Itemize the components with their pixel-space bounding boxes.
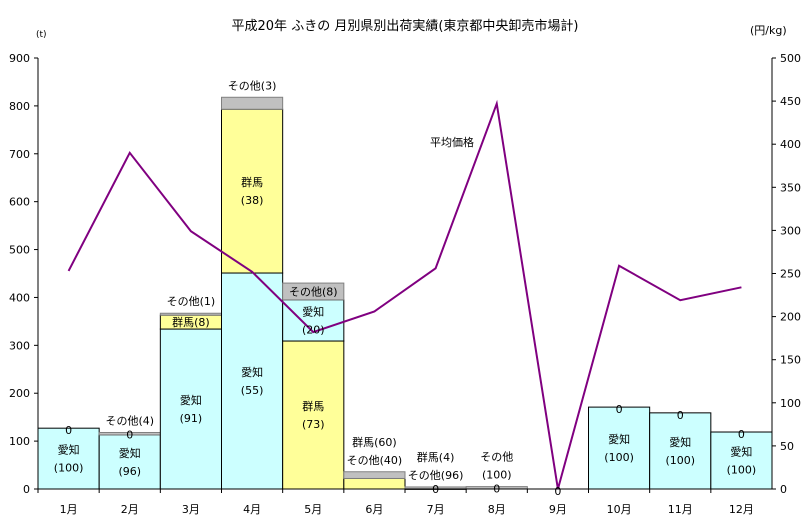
data-label: (38) (241, 194, 264, 207)
data-label: 愛知 (608, 432, 630, 446)
zero-label: 0 (738, 428, 745, 441)
x-tick-label: 8月 (488, 503, 506, 516)
x-tick-label: 6月 (365, 503, 383, 516)
y-tick-label: 500 (9, 244, 30, 257)
x-tick-label: 10月 (607, 503, 632, 516)
bar-愛知 (160, 329, 221, 489)
zero-label: 0 (126, 428, 133, 441)
y2-tick-label: 400 (780, 138, 801, 151)
zero-label: 0 (616, 403, 623, 416)
y-tick-label: 400 (9, 291, 30, 304)
data-label: その他 (480, 451, 513, 464)
x-tick-label: 1月 (60, 503, 78, 516)
y-tick-label: 600 (9, 196, 30, 209)
y-tick-label: 800 (9, 100, 30, 113)
y2-tick-label: 450 (780, 95, 801, 108)
y-tick-label: 100 (9, 435, 30, 448)
y-axis-unit: (t) (36, 30, 47, 40)
bar-愛知 (589, 407, 650, 489)
y-tick-label: 900 (9, 52, 30, 65)
data-label: 愛知 (180, 393, 202, 407)
data-label: (55) (241, 384, 264, 397)
zero-label: 0 (677, 409, 684, 422)
x-tick-label: 9月 (549, 503, 567, 516)
bar-群馬 (283, 341, 344, 489)
bar-愛知 (99, 435, 160, 489)
bar-群馬 (222, 109, 283, 273)
data-label: 群馬(4) (417, 450, 455, 464)
y-tick-label: 300 (9, 339, 30, 352)
bar-愛知 (650, 413, 711, 489)
data-label: (100) (727, 464, 757, 477)
y2-tick-label: 300 (780, 224, 801, 237)
bar-その他 (222, 97, 283, 109)
data-label: 群馬 (302, 399, 324, 413)
data-label: 愛知 (241, 365, 263, 379)
data-label: 愛知 (302, 304, 324, 318)
y2-tick-label: 100 (780, 397, 801, 410)
bar-その他 (160, 313, 221, 315)
y2-tick-label: 0 (780, 483, 787, 496)
y2-tick-label: 150 (780, 354, 801, 367)
data-label: 愛知 (119, 446, 141, 460)
y2-tick-label: 50 (780, 440, 794, 453)
x-tick-label: 5月 (304, 503, 322, 516)
data-label: その他(40) (347, 454, 403, 467)
data-label: (96) (118, 465, 141, 478)
zero-label: 0 (65, 424, 72, 437)
zero-label: 0 (554, 485, 561, 498)
y2-tick-label: 350 (780, 181, 801, 194)
x-tick-label: 12月 (729, 503, 754, 516)
bar-愛知 (38, 428, 99, 489)
data-label: (100) (665, 454, 695, 467)
y-tick-label: 0 (23, 483, 30, 496)
y-tick-label: 700 (9, 148, 30, 161)
data-label: その他(8) (289, 285, 338, 298)
data-label: (20) (302, 323, 325, 336)
bar-群馬 (344, 478, 405, 489)
data-label: その他(1) (167, 295, 216, 308)
data-label: (100) (54, 462, 84, 475)
x-tick-label: 3月 (182, 503, 200, 516)
bar-愛知 (222, 273, 283, 489)
data-label: その他(4) (105, 414, 154, 427)
line-label: 平均価格 (430, 135, 474, 149)
data-label: 群馬(60) (352, 435, 397, 449)
x-tick-label: 11月 (668, 503, 693, 516)
data-label: (100) (482, 469, 512, 482)
chart-title: 平成20年 ふきの 月別県別出荷実績(東京都中央卸売市場計) (232, 18, 579, 34)
bar-その他 (344, 472, 405, 479)
y2-tick-label: 500 (780, 52, 801, 65)
x-tick-label: 2月 (121, 503, 139, 516)
data-label: 群馬 (241, 175, 263, 189)
x-tick-label: 4月 (243, 503, 261, 516)
data-label: 群馬(8) (172, 315, 210, 329)
y2-tick-label: 250 (780, 268, 801, 281)
y-tick-label: 200 (9, 387, 30, 400)
data-label: 愛知 (730, 445, 752, 459)
data-label: 愛知 (669, 435, 691, 449)
y2-tick-label: 200 (780, 311, 801, 324)
data-label: その他(3) (228, 79, 277, 92)
data-label: (73) (302, 418, 325, 431)
data-label: (91) (180, 412, 203, 425)
data-label: その他(96) (408, 469, 464, 482)
x-tick-label: 7月 (427, 503, 445, 516)
y2-axis-unit: (円/kg) (750, 24, 787, 37)
data-label: (100) (604, 451, 634, 464)
data-label: 愛知 (58, 443, 80, 457)
